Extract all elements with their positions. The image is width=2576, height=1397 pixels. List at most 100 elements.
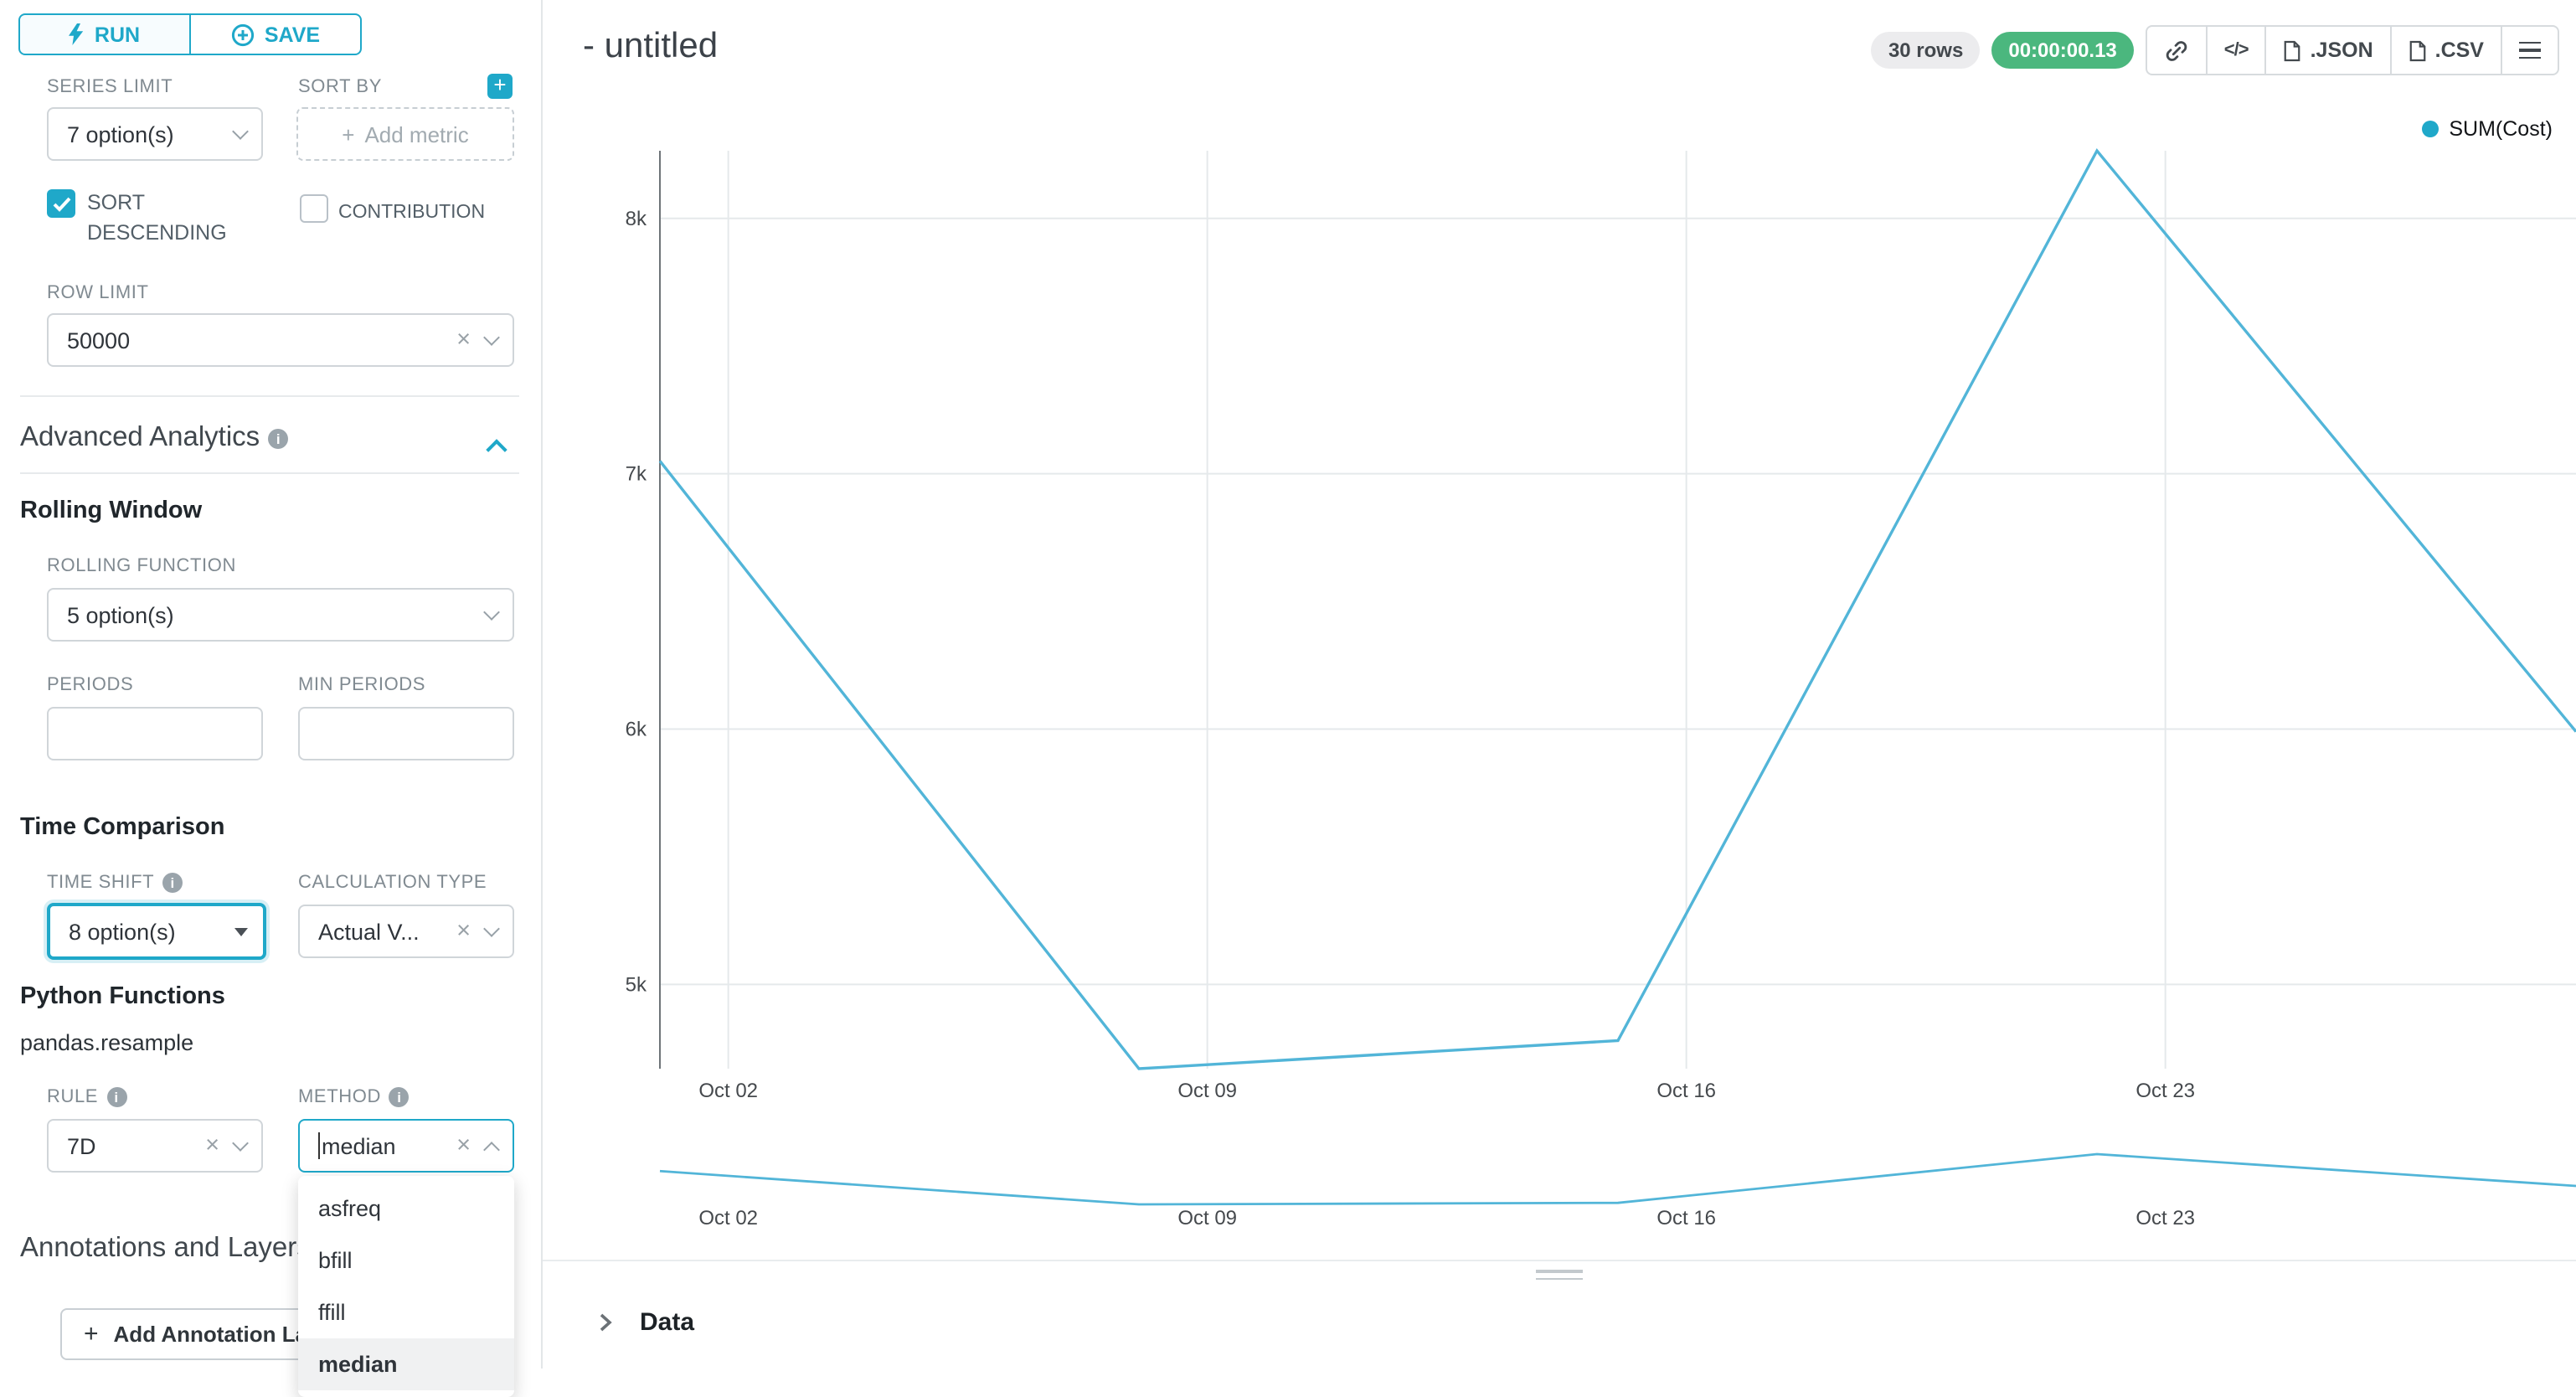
info-icon <box>106 1087 127 1107</box>
sort-by-add-metric[interactable]: Add metric <box>296 107 514 161</box>
legend-dot-icon <box>2422 121 2439 137</box>
collapse-chevron-up-icon[interactable] <box>486 439 507 461</box>
periods-label: PERIODS <box>47 675 134 695</box>
row-limit-select[interactable]: 50000 <box>47 313 514 367</box>
add-metric-plus-button[interactable] <box>487 74 513 99</box>
calculation-type-label: CALCULATION TYPE <box>298 873 487 893</box>
info-icon <box>268 428 289 448</box>
caret-down-icon <box>234 927 248 936</box>
series-limit-select[interactable]: 7 option(s) <box>47 107 263 161</box>
rolling-function-select[interactable]: 5 option(s) <box>47 588 514 642</box>
save-button[interactable]: SAVE <box>189 13 362 55</box>
method-option-median[interactable]: median <box>298 1338 514 1390</box>
resize-handle[interactable] <box>1536 1270 1583 1280</box>
mini-x-axis-label: Oct 02 <box>698 1207 758 1229</box>
periods-input[interactable] <box>47 707 263 760</box>
add-metric-placeholder: Add metric <box>364 121 469 147</box>
clear-icon[interactable] <box>456 327 471 353</box>
file-icon <box>2285 39 2300 61</box>
divider <box>20 472 519 474</box>
export-json-button[interactable]: .JSON <box>2264 25 2392 75</box>
min-periods-input[interactable] <box>298 707 514 760</box>
cost-line-mini <box>659 1152 2576 1206</box>
method-label: METHOD <box>298 1087 410 1107</box>
time-shift-value: 8 option(s) <box>69 919 176 944</box>
sort-by-label: SORT BY <box>298 77 382 97</box>
contribution-checkbox[interactable] <box>300 194 328 223</box>
x-axis-label: Oct 02 <box>698 1080 758 1102</box>
more-menu-button[interactable] <box>2501 25 2559 75</box>
method-combobox[interactable]: median <box>298 1119 514 1173</box>
legend-label: SUM(Cost) <box>2449 117 2553 141</box>
chevron-right-icon <box>600 1313 612 1332</box>
method-option-asfreq[interactable]: asfreq <box>318 1196 382 1221</box>
info-icon <box>389 1087 410 1107</box>
advanced-analytics-heading: Advanced Analytics <box>20 422 289 454</box>
circle-plus-icon <box>231 23 254 46</box>
rolling-function-value: 5 option(s) <box>67 602 174 627</box>
copy-link-button[interactable] <box>2145 25 2208 75</box>
mini-x-axis-label: Oct 16 <box>1656 1207 1716 1229</box>
cost-line-main <box>658 147 2576 1070</box>
data-panel: Data <box>543 1260 2576 1369</box>
annotations-layers-heading: Annotations and Layers <box>20 1233 311 1263</box>
chevron-down-icon <box>232 123 249 140</box>
mini-x-axis-label: Oct 23 <box>2136 1207 2195 1229</box>
method-value: median <box>322 1133 396 1158</box>
save-label: SAVE <box>264 23 321 46</box>
y-axis-label: 8k <box>626 208 647 230</box>
rule-value: 7D <box>67 1133 96 1158</box>
pandas-resample-label: pandas.resample <box>20 1030 194 1055</box>
run-button[interactable]: RUN <box>18 13 191 55</box>
chart-title: - untitled <box>583 27 719 65</box>
method-dropdown-menu: asfreq bfill ffill median <box>298 1176 514 1397</box>
time-shift-select[interactable]: 8 option(s) <box>47 903 266 960</box>
sort-descending-label: SORT DESCENDING <box>87 191 227 245</box>
data-panel-toggle[interactable]: Data <box>598 1308 694 1337</box>
control-panel-sidebar: RUN SAVE SERIES LIMIT SORT BY 7 option(s… <box>0 0 543 1397</box>
link-icon <box>2166 40 2187 60</box>
file-icon <box>2409 39 2425 61</box>
rolling-function-label: ROLLING FUNCTION <box>47 556 236 576</box>
plus-icon <box>84 1320 99 1348</box>
x-axis-label: Oct 09 <box>1177 1080 1237 1102</box>
check-icon <box>52 196 70 211</box>
time-comparison-heading: Time Comparison <box>20 814 225 841</box>
timer-badge: 00:00:00.13 <box>1991 32 2134 69</box>
min-periods-label: MIN PERIODS <box>298 675 426 695</box>
time-shift-label: TIME SHIFT <box>47 873 183 893</box>
x-axis-label: Oct 16 <box>1656 1080 1716 1102</box>
method-option-bfill[interactable]: bfill <box>318 1248 353 1273</box>
clear-icon[interactable] <box>456 1133 471 1159</box>
header-controls: 30 rows 00:00:00.13 </> .JSON .CSV <box>1871 25 2559 75</box>
series-limit-label: SERIES LIMIT <box>47 77 173 97</box>
clear-icon[interactable] <box>205 1133 219 1159</box>
bolt-icon <box>69 23 85 45</box>
method-option-ffill[interactable]: ffill <box>318 1300 346 1325</box>
divider <box>20 395 519 397</box>
run-save-group: RUN SAVE <box>18 13 362 55</box>
chart-legend[interactable]: SUM(Cost) <box>2422 117 2553 141</box>
chevron-down-icon <box>483 604 500 621</box>
series-limit-value: 7 option(s) <box>67 121 174 147</box>
chart-svg[interactable]: Oct 02 Oct 02 Oct 09 Oct 09 Oct 16 Oct 16 Oct … <box>543 0 2576 1260</box>
app: RUN SAVE SERIES LIMIT SORT BY 7 option(s… <box>0 0 2576 1369</box>
export-button-group: </> .JSON .CSV <box>2145 25 2559 75</box>
clear-icon[interactable] <box>456 919 471 945</box>
data-panel-label: Data <box>640 1308 695 1337</box>
row-limit-label: ROW LIMIT <box>47 283 149 303</box>
hamburger-icon <box>2519 41 2541 59</box>
python-functions-heading: Python Functions <box>20 983 225 1010</box>
info-icon <box>162 873 183 893</box>
sort-descending-checkbox[interactable] <box>47 189 75 218</box>
chevron-down-icon <box>483 329 500 346</box>
calculation-type-value: Actual V... <box>318 919 420 944</box>
calculation-type-select[interactable]: Actual V... <box>298 905 514 958</box>
rule-label: RULE <box>47 1087 127 1107</box>
export-csv-button[interactable]: .CSV <box>2389 25 2502 75</box>
code-icon: </> <box>2223 40 2249 60</box>
json-label: .JSON <box>2310 39 2373 62</box>
embed-code-button[interactable]: </> <box>2205 25 2267 75</box>
rule-select[interactable]: 7D <box>47 1119 263 1173</box>
chevron-down-icon <box>483 920 500 937</box>
